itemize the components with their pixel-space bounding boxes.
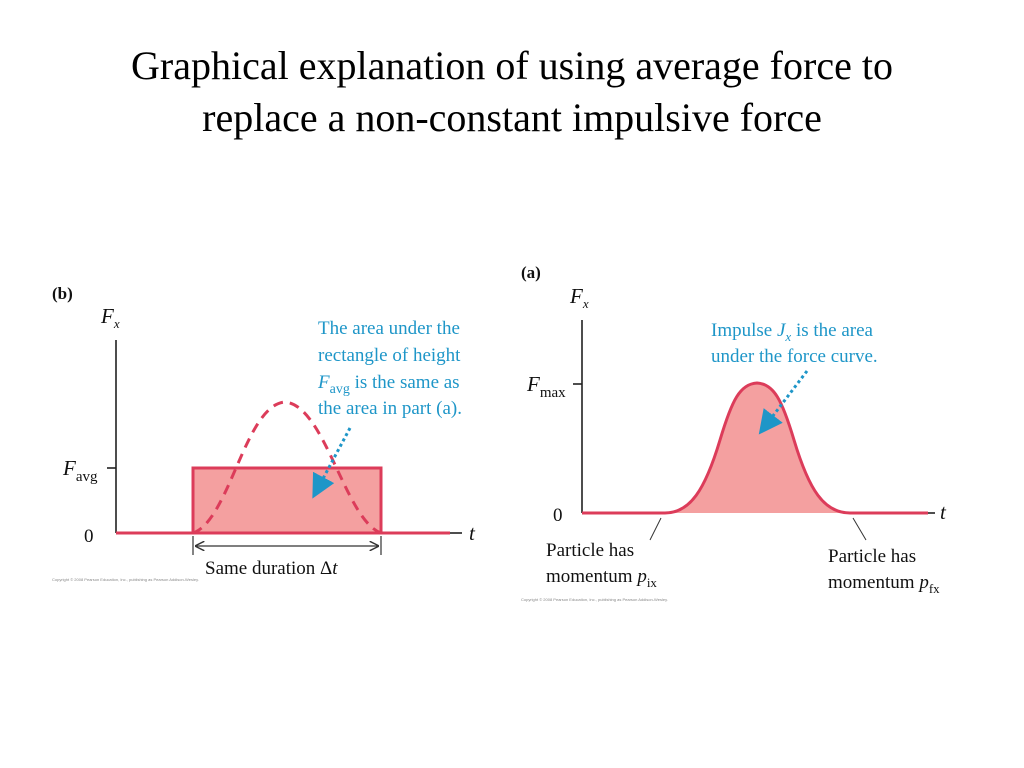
panel-a: (a) Fx Fmax 0 t Impulse Jx is the area u…	[521, 263, 947, 602]
panel-b-note-line-1: The area under the	[318, 318, 460, 339]
panel-a-right-caption-line-1: Particle has	[828, 546, 916, 567]
panel-b-note-line-2: rectangle of height	[318, 345, 461, 366]
panel-a-label: (a)	[521, 263, 541, 282]
panel-b-annotation-arrow	[312, 427, 352, 499]
panel-b-y-axis-label: Fx	[100, 304, 120, 331]
slide-title: Graphical explanation of using average f…	[40, 40, 984, 144]
panel-a-annotation-arrow	[758, 370, 809, 435]
panel-a-right-caption-line-2: momentum pfx	[828, 572, 940, 596]
panel-b-average-force-rect	[191, 466, 383, 535]
panel-a-note-line-2: under the force curve.	[711, 346, 878, 367]
panel-b-duration-label: Same duration Δt	[205, 558, 338, 579]
panel-a-left-leader	[649, 517, 662, 541]
panel-b-zero-label: 0	[84, 526, 94, 547]
panel-a-left-caption-line-1: Particle has	[546, 540, 634, 561]
panel-b-x-axis-label: t	[469, 521, 476, 545]
panel-a-right-leader	[852, 517, 867, 541]
panel-a-y-axis-label: Fx	[569, 284, 589, 311]
panel-b-favg-label: Favg	[62, 456, 98, 485]
panel-b-note-line-4: the area in part (a).	[318, 398, 462, 419]
panel-a-zero-label: 0	[553, 505, 563, 526]
panel-a-fmax-label: Fmax	[526, 372, 566, 401]
panel-a-force-curve	[582, 381, 928, 515]
panel-a-copyright: Copyright © 2008 Pearson Education, Inc.…	[521, 597, 668, 602]
panel-a-note-line-1: Impulse Jx is the area	[711, 320, 874, 344]
panel-b-label: (b)	[52, 284, 73, 303]
panel-b-note-line-3: Favg is the same as	[317, 372, 460, 397]
title-line-2: replace a non-constant impulsive force	[202, 95, 822, 140]
title-line-1: Graphical explanation of using average f…	[131, 43, 893, 88]
panel-b: (b) Fx t Favg 0 The area under the recta…	[52, 284, 476, 582]
panel-a-impulse-area	[582, 383, 925, 513]
panel-a-left-caption-line-2: momentum pix	[546, 566, 657, 590]
panel-a-x-axis-label: t	[940, 500, 947, 524]
panel-b-copyright: Copyright © 2008 Pearson Education, Inc.…	[52, 577, 199, 582]
